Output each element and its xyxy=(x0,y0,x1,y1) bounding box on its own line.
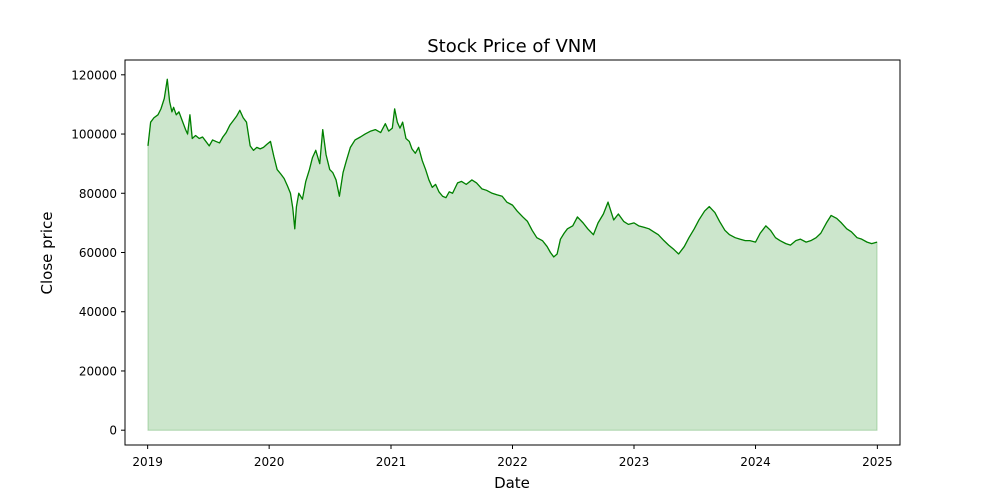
y-tick-label: 20000 xyxy=(79,364,117,378)
x-tick-label: 2020 xyxy=(254,455,285,469)
x-tick-label: 2019 xyxy=(132,455,163,469)
x-tick-label: 2022 xyxy=(497,455,528,469)
y-tick-label: 40000 xyxy=(79,305,117,319)
x-tick-label: 2023 xyxy=(619,455,650,469)
y-axis: 0 20000 40000 60000 80000 100000 120000 xyxy=(71,68,125,438)
x-tick-label: 2021 xyxy=(376,455,407,469)
plot-area xyxy=(147,78,878,431)
y-axis-label: Close price xyxy=(38,212,56,295)
y-tick-label: 80000 xyxy=(79,187,117,201)
y-tick-label: 0 xyxy=(109,424,117,438)
x-axis: 2019 2020 2021 2022 2023 2024 2025 xyxy=(132,445,893,469)
x-axis-label: Date xyxy=(494,474,530,492)
y-tick-label: 60000 xyxy=(79,246,117,260)
x-tick-label: 2024 xyxy=(740,455,771,469)
chart-title: Stock Price of VNM xyxy=(427,36,597,57)
y-tick-label: 120000 xyxy=(71,68,117,82)
x-tick-label: 2025 xyxy=(862,455,893,469)
y-tick-label: 100000 xyxy=(71,128,117,142)
series-line xyxy=(147,78,878,258)
